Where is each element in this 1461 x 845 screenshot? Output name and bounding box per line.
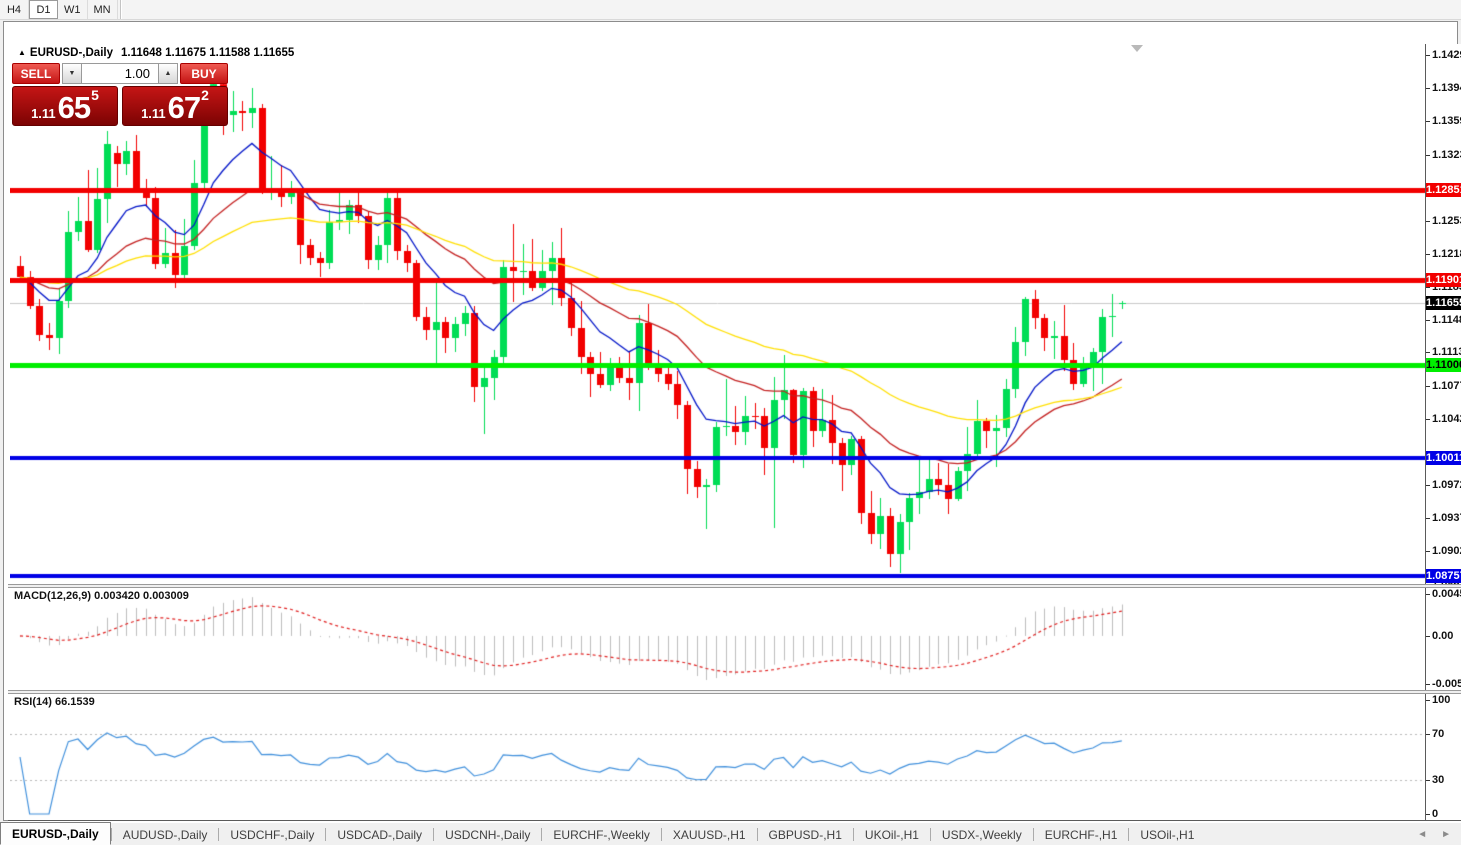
tab-scroll-arrows: ◄ ► [1417, 829, 1461, 845]
macd-axis[interactable]: 0.004536 0.00 -0.005205 [1426, 588, 1461, 690]
toolbar-separator [119, 0, 122, 19]
price-tick: 1.12180 [1426, 248, 1461, 261]
price-tick: 1.13230 [1426, 149, 1461, 162]
price-tick: 1.11130 [1426, 346, 1461, 359]
price-tick: 1.12530 [1426, 215, 1461, 228]
chart-tab-eurchf-weekly[interactable]: EURCHF-,Weekly [553, 827, 650, 842]
sell-price-pip: 5 [91, 87, 99, 103]
macd-label: MACD(12,26,9) 0.003420 0.003009 [14, 590, 189, 602]
sell-price-prefix: 1.11 [31, 106, 56, 121]
price-tick: 1.11480 [1426, 314, 1461, 327]
price-tick: 1.09720 [1426, 479, 1461, 492]
chart-tab-eurchf-h1[interactable]: EURCHF-,H1 [1044, 827, 1118, 842]
macd-chart-canvas[interactable] [10, 588, 1425, 690]
buy-price-main: 67 [167, 90, 201, 125]
rsi-axis[interactable]: 100 70 30 0 [1426, 694, 1461, 820]
price-axis[interactable]: 1.14290 1.13940 1.13590 1.13230 1.12530 1.121… [1426, 44, 1461, 590]
sell-price-tile[interactable]: 1.11 65 5 [12, 86, 118, 126]
tab-separator [929, 828, 931, 841]
level-price-label: 1.08757 [1426, 569, 1461, 583]
volume-input[interactable] [82, 63, 158, 84]
tab-separator [1128, 828, 1130, 841]
chart-window: 1.14290 1.13940 1.13590 1.13230 1.12530 1.121… [3, 21, 1461, 842]
chart-tab-gbpusd-h1[interactable]: GBPUSD-,H1 [768, 827, 842, 842]
macd-tick: 0.004536 [1426, 588, 1461, 601]
price-tick: 1.13940 [1426, 82, 1461, 95]
volume-decrease-button[interactable]: ▼ [62, 63, 82, 84]
price-tick: 1.13590 [1426, 115, 1461, 128]
collapse-quotes-icon[interactable]: ▲ [18, 48, 26, 57]
tab-scroll-right-icon[interactable]: ► [1441, 829, 1451, 840]
level-price-label: 1.11000 [1426, 358, 1461, 372]
scroll-position-icon[interactable] [1131, 45, 1143, 52]
chart-ohlc-quotes: 1.11648 1.11675 1.11588 1.11655 [121, 47, 295, 59]
rsi-tick: 70 [1426, 728, 1461, 741]
chart-tab-ukoil-h1[interactable]: UKOil-,H1 [864, 827, 919, 842]
timeframe-toolbar: H4 D1 W1 MN [0, 0, 1461, 20]
rsi-tick: 100 [1426, 694, 1461, 707]
rsi-chart-canvas[interactable] [10, 694, 1425, 820]
rsi-splitter[interactable] [8, 690, 1461, 694]
chart-tab-usdx-weekly[interactable]: USDX-,Weekly [941, 827, 1022, 842]
price-axis-border [1425, 44, 1426, 820]
current-price-label: 1.11655 [1426, 296, 1461, 310]
tab-separator [660, 828, 662, 841]
rsi-label: RSI(14) 66.1539 [14, 696, 95, 708]
sell-price-main: 65 [57, 90, 91, 125]
tab-separator [1032, 828, 1034, 841]
tab-separator [852, 828, 854, 841]
chart-tab-usdchf-daily[interactable]: USDCHF-,Daily [230, 827, 315, 842]
chart-tab-bar: EURUSD-,Daily AUDUSD-,Daily USDCHF-,Daily U… [0, 822, 1461, 845]
chart-tab-xauusd-h1[interactable]: XAUUSD-,H1 [672, 827, 746, 842]
tab-separator [325, 828, 327, 841]
timeframe-button-h4[interactable]: H4 [0, 0, 29, 19]
price-tick: 1.14290 [1426, 49, 1461, 62]
timeframe-button-mn[interactable]: MN [88, 0, 118, 19]
buy-price-prefix: 1.11 [141, 106, 166, 121]
chart-tab-usdcad-daily[interactable]: USDCAD-,Daily [337, 827, 423, 842]
chart-tab-usdcnh-daily[interactable]: USDCNH-,Daily [445, 827, 531, 842]
chart-tab-audusd-daily[interactable]: AUDUSD-,Daily [122, 827, 208, 842]
volume-increase-button[interactable]: ▲ [158, 63, 178, 84]
chart-tab-eurusd-daily[interactable]: EURUSD-,Daily [0, 822, 111, 845]
macd-splitter[interactable] [8, 584, 1461, 588]
tab-separator [110, 828, 112, 841]
tab-scroll-left-icon[interactable]: ◄ [1417, 829, 1428, 840]
macd-tick: -0.005205 [1426, 678, 1461, 691]
tab-separator [756, 828, 758, 841]
rsi-tick: 30 [1426, 774, 1461, 787]
price-tick: 1.10420 [1426, 413, 1461, 426]
tab-separator [541, 828, 543, 841]
macd-tick: 0.00 [1426, 630, 1461, 643]
price-chart-canvas[interactable] [10, 44, 1425, 584]
price-tick: 1.09020 [1426, 545, 1461, 558]
buy-price-pip: 2 [201, 87, 209, 103]
tab-separator [218, 828, 220, 841]
chart-symbol-period: EURUSD-,Daily [29, 47, 113, 59]
buy-button[interactable]: BUY [180, 63, 228, 84]
timeframe-button-w1[interactable]: W1 [58, 0, 88, 19]
rsi-tick: 0 [1426, 808, 1461, 821]
sell-button[interactable]: SELL [12, 63, 60, 84]
chart-tab-usoil-h1[interactable]: USOil-,H1 [1140, 827, 1195, 842]
price-tick: 1.09370 [1426, 512, 1461, 525]
price-tick: 1.10770 [1426, 380, 1461, 393]
tab-separator [433, 828, 435, 841]
timeframe-button-d1[interactable]: D1 [29, 0, 58, 19]
chart-title: ▲ EURUSD-,Daily 1.11648 1.11675 1.11588 1.… [18, 47, 294, 59]
buy-price-tile[interactable]: 1.11 67 2 [122, 86, 228, 126]
